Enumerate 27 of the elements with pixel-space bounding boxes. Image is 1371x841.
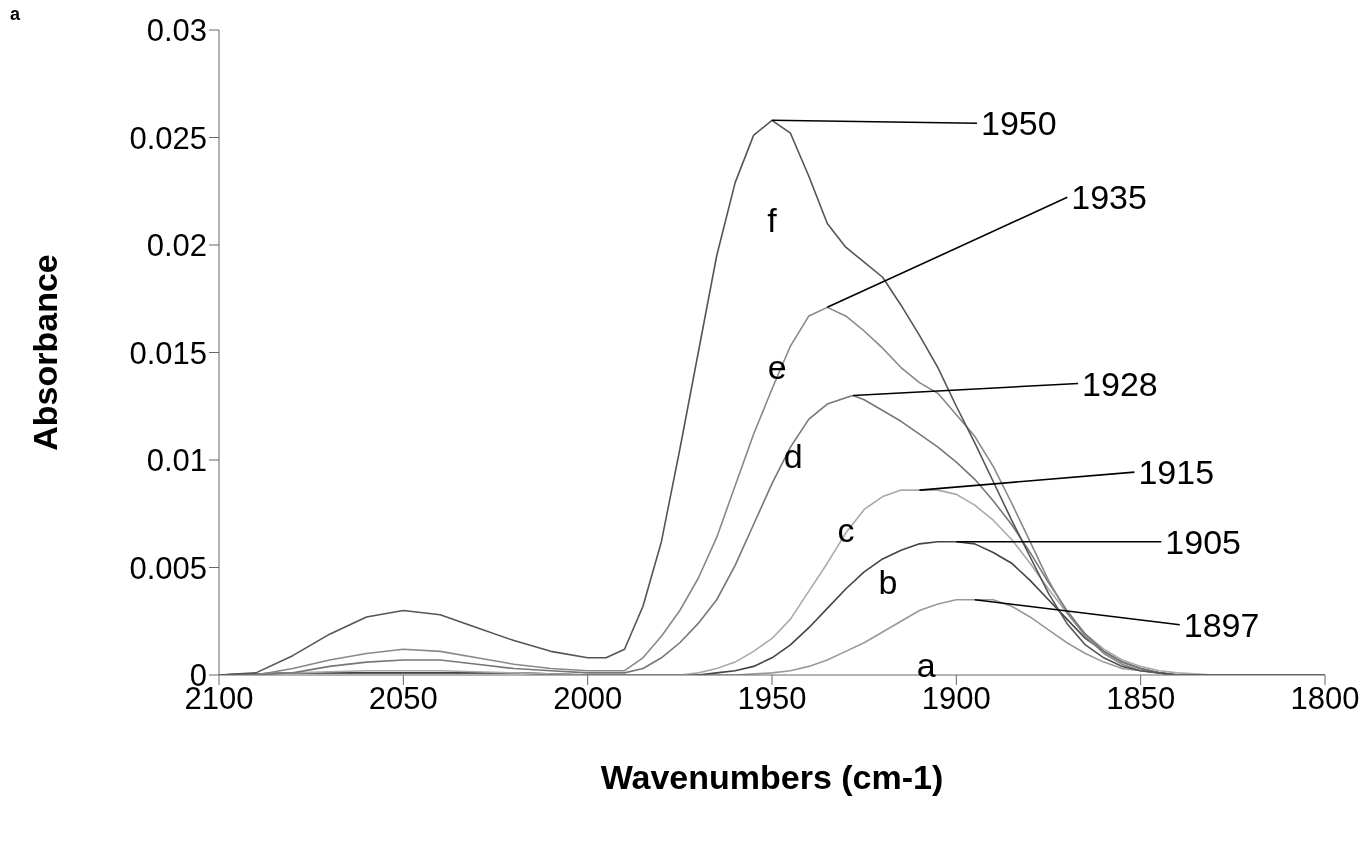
x-axis-title: Wavenumbers (cm-1) bbox=[600, 758, 944, 796]
annotation: 1928 bbox=[1082, 364, 1158, 403]
y-tick-label: 0.025 bbox=[129, 120, 207, 156]
annotation: 1915 bbox=[1138, 453, 1215, 492]
series-label: e bbox=[767, 348, 787, 387]
series-label: f bbox=[767, 201, 778, 240]
x-tick-label: 1850 bbox=[1106, 681, 1176, 717]
y-tick-label: 0.015 bbox=[129, 335, 207, 371]
series-label: d bbox=[783, 436, 803, 475]
annotation: 1905 bbox=[1165, 522, 1241, 561]
y-tick-label: 0.03 bbox=[146, 13, 207, 49]
y-tick-label: 0.005 bbox=[129, 550, 207, 586]
y-tick-label: 0.02 bbox=[146, 228, 207, 264]
series-label: c bbox=[837, 511, 855, 550]
annotation: 1897 bbox=[1183, 605, 1260, 644]
y-tick-label: 0.01 bbox=[146, 443, 207, 479]
series-label: b bbox=[878, 562, 898, 601]
x-tick-label: 1950 bbox=[737, 681, 807, 717]
x-tick-label: 2000 bbox=[553, 681, 623, 717]
y-axis-title: Absorbance bbox=[26, 254, 65, 451]
text: a bbox=[10, 4, 21, 25]
series-label: a bbox=[916, 645, 936, 684]
x-tick-label: 1900 bbox=[921, 681, 991, 717]
annotation: 1935 bbox=[1071, 178, 1147, 217]
x-tick-label: 2050 bbox=[368, 681, 438, 717]
annotation: 1950 bbox=[981, 104, 1057, 143]
x-tick-label: 1800 bbox=[1290, 681, 1360, 717]
